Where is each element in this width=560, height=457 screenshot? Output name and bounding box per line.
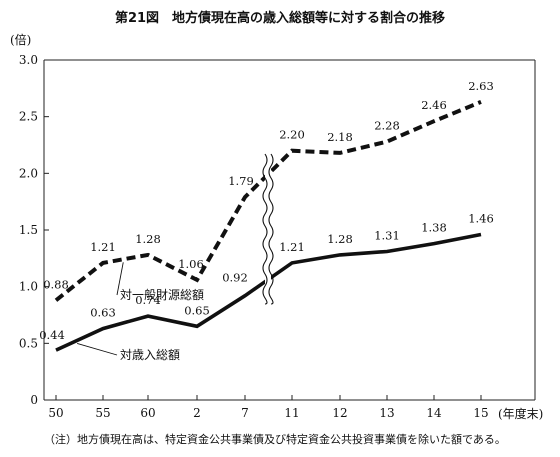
x-tick-label: 11 <box>284 406 299 420</box>
chart-title: 第21図 地方債現在高の歳入総額等に対する割合の推移 <box>115 10 445 26</box>
data-label-series-2: 0.74 <box>135 293 161 307</box>
data-label-series-1: 2.20 <box>279 128 305 142</box>
data-label-series-2: 1.28 <box>327 232 353 246</box>
x-tick-label: 13 <box>379 406 394 420</box>
data-label-series-1: 2.18 <box>327 130 353 144</box>
y-tick-label: 0 <box>30 393 38 407</box>
data-label-series-2: 1.38 <box>421 221 447 235</box>
data-label-series-1: 0.88 <box>43 277 69 291</box>
legend-leader-line <box>116 262 124 296</box>
chart-note: （注）地方債現在高は、特定資金公共事業債及び特定資金公共投資事業債を除いた額であ… <box>44 432 506 446</box>
x-tick-label: 50 <box>48 406 63 420</box>
axis-break-line-right <box>268 153 274 305</box>
x-tick-label: 12 <box>332 406 347 420</box>
x-tick-label: 60 <box>140 406 155 420</box>
data-label-series-2: 1.21 <box>279 240 305 254</box>
data-label-series-2: 0.44 <box>39 328 65 342</box>
x-tick-label: 15 <box>473 406 488 420</box>
x-axis-unit-label: (年度末) <box>498 406 543 421</box>
axis-break-gap <box>265 154 271 304</box>
y-tick-label: 1.5 <box>19 223 38 237</box>
y-tick-label: 3.0 <box>19 53 38 67</box>
data-label-series-2: 0.63 <box>90 306 116 320</box>
data-label-series-1: 1.28 <box>135 232 161 246</box>
y-axis-label: (倍) <box>10 32 31 47</box>
labels-layer: 0.88 1.21 1.28 1.06 1.79 2.20 2.18 2.28 2.46 2.63… <box>39 79 494 342</box>
x-tick-label: 14 <box>426 406 442 420</box>
y-tick-label: 2.5 <box>19 110 38 124</box>
x-tick-label: 7 <box>241 406 249 420</box>
data-label-series-1: 1.21 <box>90 240 116 254</box>
series-layer <box>54 100 482 352</box>
y-tick-label: 1.0 <box>19 280 38 294</box>
legend-leader-line <box>77 343 118 356</box>
axis-break-mark <box>262 153 274 305</box>
data-label-series-2: 0.65 <box>184 303 210 317</box>
axis-break-line-left <box>262 153 268 305</box>
x-tick-label: 55 <box>95 406 110 420</box>
legend-label-series-2: 対歳入総額 <box>120 348 180 362</box>
data-label-series-1: 2.28 <box>374 119 400 133</box>
data-label-series-1: 2.63 <box>468 79 494 93</box>
data-label-series-2: 1.46 <box>468 212 494 226</box>
axes-layer <box>43 59 536 401</box>
ticks-layer: 0 0.5 1.0 1.5 2.0 2.5 3.0 50 55 60 2 7 11 12 13 14 15 <box>19 53 489 420</box>
data-label-series-1: 2.46 <box>421 98 447 112</box>
y-tick-label: 2.0 <box>19 166 38 180</box>
legend-label-series-1: 対一般財源総額 <box>120 287 204 302</box>
data-label-series-2: 1.31 <box>374 229 400 243</box>
data-label-series-1: 1.79 <box>228 174 254 188</box>
y-tick-label: 0.5 <box>19 336 38 350</box>
data-label-series-1: 1.06 <box>178 257 204 271</box>
data-label-series-2: 0.92 <box>222 271 248 285</box>
x-tick-label: 2 <box>193 406 201 420</box>
